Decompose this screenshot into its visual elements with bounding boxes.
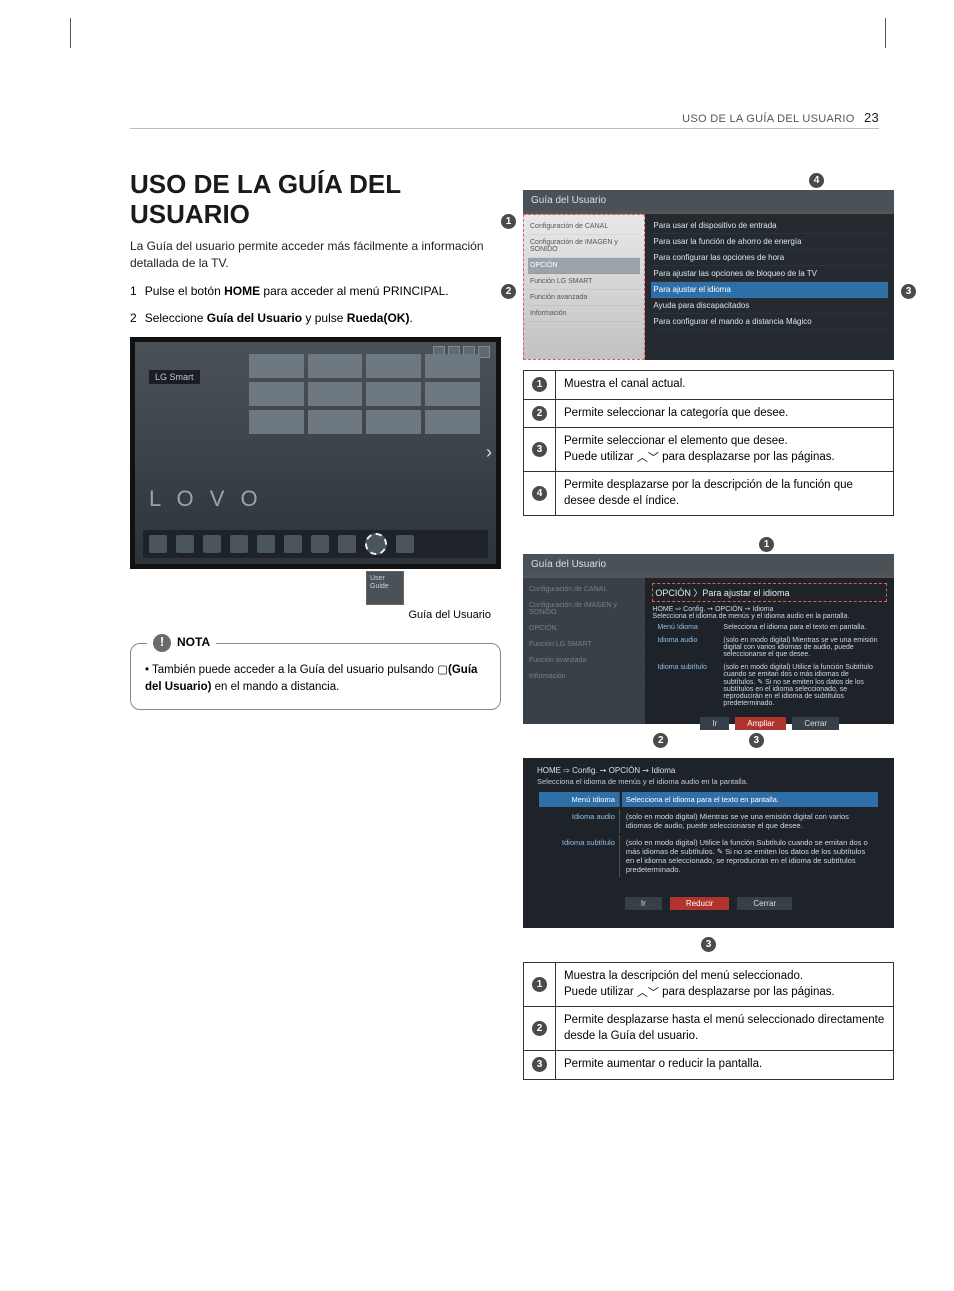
fig3-sub: Selecciona el idioma de menús y el idiom…	[537, 777, 880, 786]
fig3-button-row: Ir Reducir Cerrar	[537, 897, 880, 910]
marker-4: 4	[809, 173, 824, 188]
marker-3: 3	[749, 733, 764, 748]
legend-text: Muestra el canal actual.	[556, 371, 894, 400]
note-label: ! NOTA	[147, 634, 216, 652]
fig2-top-markers: 1	[523, 534, 894, 552]
lg-logo: LG Smart	[149, 370, 200, 384]
close-button[interactable]: Cerrar	[737, 897, 792, 910]
page-title: USO DE LA GUÍA DEL USUARIO	[130, 170, 501, 230]
step-1: 1 Pulse el botón HOME para acceder al me…	[130, 283, 501, 300]
legend-text: Permite aumentar o reducir la pantalla.	[556, 1051, 894, 1080]
marker-2: 2	[532, 406, 547, 421]
marker-2: 2	[501, 284, 516, 299]
steps-list: 1 Pulse el botón HOME para acceder al me…	[130, 283, 501, 327]
home-screenshot: LG Smart › L O V O	[130, 337, 501, 569]
zoom-button[interactable]: Reducir	[670, 897, 730, 910]
chevron-up-down-icon: ︿﹀	[637, 451, 659, 466]
fig3-crumb: HOME ⇨ Config. ➙ OPCIÓN ➙ Idioma	[537, 766, 880, 775]
page: USO DE LA GUÍA DEL USUARIO 23 ESPAÑOL US…	[0, 0, 954, 1138]
user-guide-dock-icon	[365, 533, 387, 555]
marker-3: 3	[532, 442, 547, 457]
fig2-detail-screenshot: Guía del Usuario Configuración de CANAL …	[523, 554, 894, 724]
close-button[interactable]: Cerrar	[792, 717, 839, 730]
right-column: 4 Guía del Usuario 1 2 3 Configuración d…	[523, 170, 894, 1098]
step-text: Pulse el botón HOME para acceder al menú…	[145, 283, 449, 300]
fig3-table: Menú IdiomaSelecciona el idioma para el …	[537, 790, 880, 879]
exclamation-icon: !	[153, 634, 171, 652]
legend-table-2: 1 Muestra la descripción del menú selecc…	[523, 962, 894, 1080]
fig2-titlebar: Guía del Usuario	[523, 554, 894, 575]
legend-table-1: 1 Muestra el canal actual. 2 Permite sel…	[523, 370, 894, 516]
fig1-guide-screenshot: Guía del Usuario 1 2 3 Configuración de …	[523, 190, 894, 360]
dock-bar	[143, 530, 488, 558]
go-button[interactable]: Ir	[625, 897, 662, 910]
fig1-titlebar: Guía del Usuario	[523, 190, 894, 211]
marker-3: 3	[901, 284, 916, 299]
marker-2: 2	[532, 1021, 547, 1036]
screenshot-caption: Guía del Usuario	[130, 609, 491, 621]
legend-text: Muestra la descripción del menú seleccio…	[556, 963, 894, 1007]
legend-text: Permite seleccionar la categoría que des…	[556, 399, 894, 428]
step-number: 2	[130, 310, 137, 327]
marker-1: 1	[501, 214, 516, 229]
legend-text: Permite seleccionar el elemento que dese…	[556, 428, 894, 472]
running-header: USO DE LA GUÍA DEL USUARIO 23	[682, 110, 879, 125]
fig2-left-nav: Configuración de CANAL Configuración de …	[523, 578, 645, 724]
fig2-bottom-markers: 2 3	[523, 730, 894, 748]
header-rule	[130, 128, 879, 129]
header-pagenum: 23	[864, 110, 879, 125]
marker-3: 3	[701, 937, 716, 952]
chevron-right-icon: ›	[486, 442, 492, 463]
fig2-detail-panel: OPCIÓN 〉Para ajustar el idioma HOME ⇨ Co…	[645, 578, 894, 724]
fig2-detail-heading: OPCIÓN 〉Para ajustar el idioma	[652, 583, 887, 602]
zoom-button[interactable]: Ampliar	[735, 717, 786, 730]
step-text: Seleccione Guía del Usuario y pulse Rued…	[145, 310, 413, 327]
chevron-up-down-icon: ︿﹀	[637, 986, 659, 1001]
app-grid	[249, 354, 480, 434]
marker-1: 1	[532, 977, 547, 992]
marker-2: 2	[653, 733, 668, 748]
step-number: 1	[130, 283, 137, 300]
marker-4: 4	[532, 486, 547, 501]
legend-text: Permite desplazarse hasta el menú selecc…	[556, 1007, 894, 1051]
fig1-left-nav: Configuración de CANAL Configuración de …	[523, 214, 645, 360]
marker-1: 1	[759, 537, 774, 552]
fig2-detail-table: Menú IdiomaSelecciona el idioma para el …	[652, 620, 887, 711]
intro-text: La Guía del usuario permite acceder más …	[130, 238, 501, 272]
fig3-bottom-markers: 3	[523, 934, 894, 952]
fig1-top-markers: 4	[523, 170, 894, 188]
fig3-zoom-screenshot: HOME ⇨ Config. ➙ OPCIÓN ➙ Idioma Selecci…	[523, 758, 894, 928]
note-box: ! NOTA • También puede acceder a la Guía…	[130, 643, 501, 710]
marker-3: 3	[532, 1057, 547, 1072]
step-2: 2 Seleccione Guía del Usuario y pulse Ru…	[130, 310, 501, 327]
go-button[interactable]: Ir	[700, 717, 729, 730]
left-column: USO DE LA GUÍA DEL USUARIO La Guía del u…	[130, 170, 501, 1098]
note-text: • También puede acceder a la Guía del us…	[145, 662, 486, 695]
fig1-right-list: Para usar el dispositivo de entrada Para…	[645, 214, 894, 360]
header-section: USO DE LA GUÍA DEL USUARIO	[682, 113, 854, 125]
screenshot-watermark: L O V O	[149, 486, 263, 512]
marker-1: 1	[532, 377, 547, 392]
fig2-button-row: Ir Ampliar Cerrar	[652, 717, 887, 730]
user-guide-chip: User Guide	[366, 571, 404, 605]
legend-text: Permite desplazarse por la descripción d…	[556, 472, 894, 516]
